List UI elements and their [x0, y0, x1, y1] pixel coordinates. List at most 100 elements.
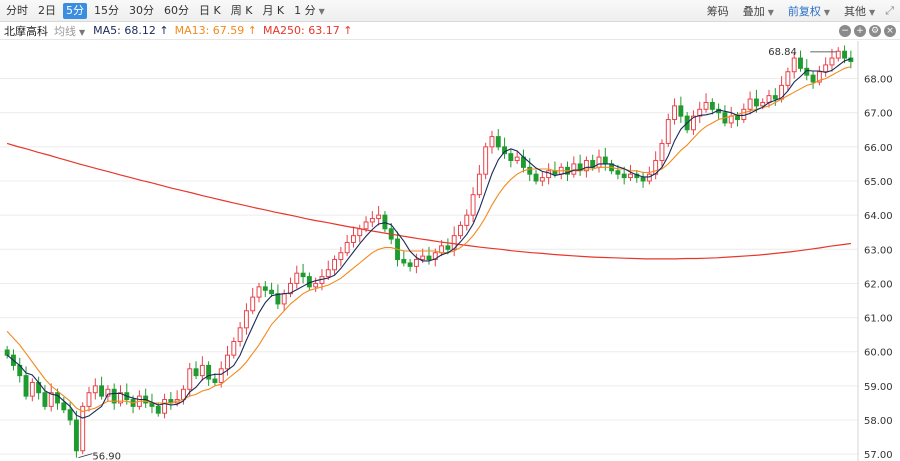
candle-body-down — [533, 173, 539, 182]
candle-body-down — [842, 50, 848, 59]
tab-weekly-k[interactable]: 周 K — [230, 3, 253, 17]
candle-body-down — [23, 375, 29, 397]
right-tools: 筹码 叠加 ▼ 前复权 ▼ 其他 ▼ ⤢ — [693, 0, 900, 22]
high-annotation: 68.84 — [768, 47, 797, 58]
candle-body-up — [583, 160, 589, 172]
gear-icon[interactable]: ⚙ — [869, 24, 881, 37]
candle-body-up — [703, 101, 709, 110]
candle-body-up — [766, 95, 772, 103]
candle-body-down — [300, 272, 306, 278]
candle-body-up — [785, 71, 791, 86]
other-label: 其他 — [844, 4, 867, 18]
candle-body-up — [162, 399, 168, 414]
candle-body-down — [615, 170, 621, 175]
candle-body-down — [206, 364, 212, 380]
tab-1min-dropdown[interactable]: 1 分 ▼ — [291, 3, 328, 19]
candle-body-up — [690, 115, 696, 131]
candle-body-down — [42, 392, 48, 407]
candle-body-down — [621, 173, 627, 179]
overlay-dropdown[interactable]: 叠加 ▼ — [743, 3, 774, 19]
indicator-controls: − + ⚙ × — [836, 24, 900, 37]
candle-body-down — [495, 136, 501, 148]
candle-body-up — [835, 50, 841, 59]
candlestick-chart[interactable]: 57.00 58.00 59.00 60.00 61.00 62.00 63.00 64.00… — [0, 41, 900, 461]
candle-body-up — [231, 340, 237, 356]
candle-body-up — [80, 405, 86, 452]
candle-body-down — [407, 262, 413, 267]
candle-body-up — [439, 245, 445, 254]
candle-body-up — [243, 310, 249, 329]
tab-5min[interactable]: 5分 — [63, 2, 87, 19]
candle-body-up — [489, 136, 495, 148]
period-tabs: 分时 2日 5分 15分 30分 60分 日 K 周 K 月 K 1 分 ▼ — [0, 0, 332, 22]
tab-daily-k[interactable]: 日 K — [199, 3, 221, 17]
candle-body-up — [363, 221, 369, 230]
y-tick-label: 58.00 — [864, 416, 893, 427]
candle-body-up — [596, 156, 602, 168]
candle-body-down — [772, 95, 778, 100]
tab-2day[interactable]: 2日 — [38, 3, 56, 17]
candle-body-up — [829, 57, 835, 66]
candle-body-up — [659, 142, 665, 162]
chevron-down-icon: ▼ — [318, 6, 325, 16]
ma250-line — [6, 142, 851, 260]
candle-body-down — [73, 419, 79, 452]
candle-body-down — [382, 214, 388, 230]
candle-body-up — [29, 381, 35, 397]
candle-body-up — [344, 241, 350, 254]
close-icon[interactable]: × — [884, 24, 896, 37]
other-dropdown[interactable]: 其他 ▼ — [844, 3, 875, 19]
ma250-label: MA250: 63.17 ↑ — [263, 24, 353, 37]
avg-line-label: 均线 — [54, 24, 76, 38]
candle-body-down — [426, 255, 432, 261]
candle-body-down — [269, 289, 275, 295]
tab-30min[interactable]: 30分 — [129, 3, 154, 17]
candle-body-down — [193, 368, 199, 377]
candle-body-up — [288, 282, 293, 295]
tab-60min[interactable]: 60分 — [164, 3, 189, 17]
candle-body-up — [432, 252, 438, 261]
candle-body-up — [338, 252, 344, 261]
candle-body-down — [4, 349, 10, 356]
candle-body-down — [55, 392, 60, 404]
adjust-dropdown[interactable]: 前复权 ▼ — [788, 3, 830, 19]
candle-body-up — [199, 364, 205, 377]
candle-body-up — [451, 235, 457, 250]
chip-distribution-button[interactable]: 筹码 — [706, 4, 729, 18]
candle-body-up — [628, 173, 633, 179]
candle-body-down — [508, 153, 514, 162]
candle-body-up — [218, 368, 224, 383]
candle-body-down — [678, 105, 684, 117]
tab-intraday[interactable]: 分时 — [6, 3, 28, 17]
candle-body-up — [539, 177, 545, 182]
candle-body-up — [332, 259, 338, 271]
candle-body-up — [747, 98, 753, 110]
candle-body-up — [470, 194, 476, 216]
candle-body-up — [571, 163, 577, 175]
candle-body-up — [376, 214, 382, 220]
tab-monthly-k[interactable]: 月 K — [262, 3, 285, 17]
candle-body-up — [350, 235, 356, 243]
chevron-down-icon: ▼ — [869, 7, 876, 17]
minus-icon[interactable]: − — [839, 24, 851, 37]
y-tick-label: 67.00 — [864, 109, 893, 120]
y-tick-label: 60.00 — [864, 348, 893, 359]
adjust-label: 前复权 — [787, 4, 821, 18]
y-tick-label: 59.00 — [864, 382, 893, 393]
candle-body-up — [187, 368, 193, 390]
candle-body-down — [735, 115, 740, 121]
stock-name: 北摩高科 — [4, 24, 48, 38]
candle-body-up — [728, 115, 734, 124]
chevron-down-icon: ▼ — [767, 7, 774, 17]
candle-body-down — [275, 293, 281, 305]
y-tick-label: 63.00 — [864, 245, 893, 256]
plus-icon[interactable]: + — [854, 24, 866, 37]
candle-body-up — [256, 286, 262, 298]
expand-icon[interactable]: ⤢ — [885, 3, 894, 17]
tab-15min[interactable]: 15分 — [94, 3, 119, 17]
candle-body-up — [646, 173, 652, 182]
candle-body-up — [294, 272, 300, 284]
candle-body-up — [357, 228, 363, 237]
avg-line-selector[interactable]: 均线 ▼ — [54, 23, 85, 39]
